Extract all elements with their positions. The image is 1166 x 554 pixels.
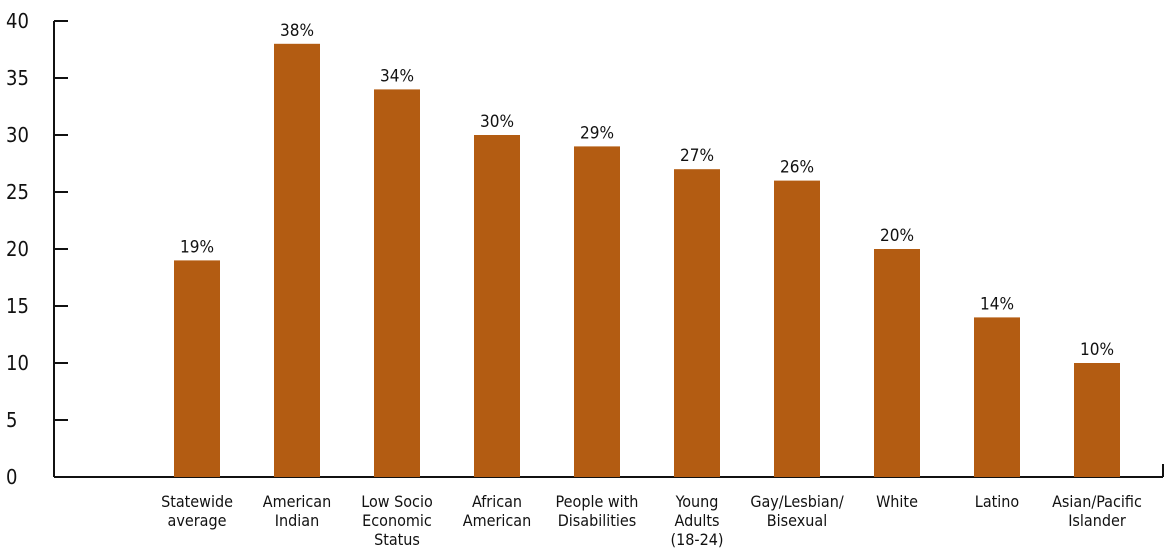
bar-data-label: 26% [780,158,814,178]
category-label-line: Young [675,492,719,511]
bar [474,135,520,477]
bar [274,43,320,478]
category-label-line: Gay/Lesbian/ [750,492,844,511]
category-label: Gay/Lesbian/Bisexual [750,492,844,530]
category-label-line: Status [374,530,420,549]
y-axis: 0 5 10 15 20 25 30 35 40 [6,9,68,489]
bar [774,180,820,477]
category-label-line: (18-24) [670,530,723,549]
bar-data-label: 38% [280,21,314,41]
y-tick-label: 25 [6,180,29,204]
y-tick-label: 5 [6,408,17,432]
bar-data-label: 34% [380,66,414,86]
bars [174,43,1120,478]
bar [874,249,920,477]
bar [974,317,1020,477]
category-label-line: Disabilities [558,511,637,530]
y-tick-label: 30 [6,123,29,147]
bar-data-label: 27% [680,146,714,166]
y-tick-label: 0 [6,465,17,489]
category-label: Latino [975,492,1020,511]
bar-data-labels: 19% 38% 34% 30% 29% 27% 26% 20% 14% 10% [180,21,1114,360]
category-label-line: Bisexual [767,511,827,530]
bar [1074,363,1120,477]
y-tick-label: 20 [6,237,29,261]
category-label: American Indian [263,492,332,530]
bar-data-label: 10% [1080,340,1114,360]
y-tick-label: 15 [6,294,29,318]
y-tick-label: 35 [6,66,29,90]
category-label: Low Socio Economic Status [361,492,433,549]
bar-data-label: 29% [580,123,614,143]
bar [374,89,420,478]
category-label-line: American [263,492,332,511]
category-label-line: average [168,511,227,530]
bar-data-label: 19% [180,237,214,257]
bar [674,169,720,477]
category-label-line: Indian [275,511,319,530]
category-label: Asian/Pacific Islander [1052,492,1142,530]
y-tick-label: 40 [6,9,29,33]
bar [574,146,620,477]
category-label: White [876,492,918,511]
category-label: African American [463,492,532,530]
category-label-line: African [472,492,522,511]
category-label: People with Disabilities [556,492,639,530]
category-label: Young Adults (18-24) [670,492,723,549]
category-label-line: Statewide [161,492,233,511]
category-label-line: American [463,511,532,530]
bar [174,260,220,477]
category-label-line: Latino [975,492,1020,511]
category-label-line: Economic [362,511,432,530]
category-label-line: White [876,492,918,511]
category-label-line: Asian/Pacific [1052,492,1142,511]
category-label-line: People with [556,492,639,511]
category-label-line: Low Socio [361,492,433,511]
category-label: Statewide average [161,492,233,530]
category-label-line: Adults [675,511,720,530]
bar-data-label: 14% [980,294,1014,314]
bar-data-label: 20% [880,226,914,246]
y-tick-label: 10 [6,351,29,375]
bar-data-label: 30% [480,112,514,132]
category-label-line: Islander [1068,511,1126,530]
